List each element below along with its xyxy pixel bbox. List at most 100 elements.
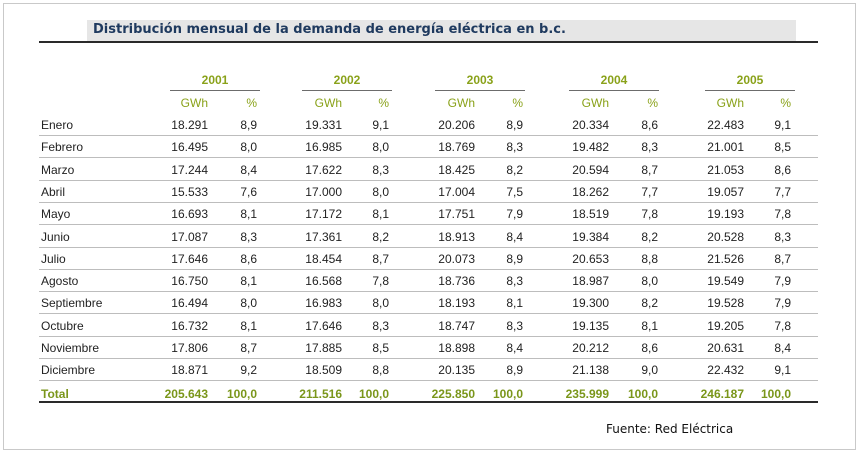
percent-cell: 8,0 [240, 140, 257, 155]
total-label: Total [41, 387, 69, 401]
percent-cell: 8,3 [240, 229, 257, 244]
percent-cell: 8,5 [774, 140, 791, 155]
gwh-cell: 18.747 [438, 318, 475, 333]
gwh-cell: 19.528 [707, 296, 744, 311]
gwh-cell: 20.334 [572, 118, 609, 132]
percent-cell: 8,0 [372, 140, 389, 155]
gwh-cell: 16.693 [171, 207, 208, 222]
percent-cell: 8,4 [506, 229, 523, 244]
gwh-cell: 20.073 [438, 251, 475, 266]
gwh-column-header: GWh [180, 96, 208, 110]
percent-cell: 8,0 [372, 296, 389, 311]
percent-cell: 8,8 [641, 251, 658, 266]
row-divider [39, 246, 818, 248]
percent-cell: 7,8 [774, 207, 791, 222]
gwh-cell: 18.425 [438, 162, 475, 177]
gwh-cell: 235.999 [565, 387, 609, 401]
gwh-cell: 17.646 [305, 318, 342, 333]
gwh-cell: 17.751 [438, 207, 475, 222]
month-label: Octubre [41, 318, 84, 333]
month-label: Enero [41, 118, 74, 132]
gwh-cell: 18.987 [572, 274, 609, 289]
percent-cell: 8,2 [372, 229, 389, 244]
year-header-rule [569, 90, 659, 91]
percent-cell: 8,6 [240, 251, 257, 266]
gwh-column-header: GWh [716, 96, 744, 110]
gwh-cell: 17.361 [305, 229, 342, 244]
percent-column-header: % [512, 96, 523, 110]
gwh-cell: 17.004 [438, 184, 475, 199]
gwh-cell: 211.516 [299, 387, 342, 401]
percent-cell: 8,3 [641, 140, 658, 155]
month-label: Febrero [41, 140, 84, 155]
source-note: Fuente: Red Eléctrica [606, 422, 734, 436]
percent-cell: 8,8 [372, 363, 389, 378]
gwh-cell: 18.898 [438, 341, 475, 355]
gwh-cell: 16.494 [171, 296, 208, 311]
percent-cell: 8,4 [240, 162, 257, 177]
year-header: 2005 [736, 73, 764, 87]
gwh-cell: 16.983 [305, 296, 342, 311]
percent-cell: 7,6 [240, 184, 257, 199]
gwh-cell: 17.087 [171, 229, 208, 244]
percent-cell: 7,8 [774, 318, 791, 333]
percent-cell: 7,9 [506, 207, 523, 222]
percent-cell: 8,4 [506, 341, 523, 355]
year-header: 2002 [333, 73, 361, 87]
gwh-cell: 16.495 [171, 140, 208, 155]
year-header-rule [435, 90, 525, 91]
month-label: Julio [41, 251, 66, 266]
year-header-rule [302, 90, 392, 91]
gwh-cell: 22.432 [707, 363, 744, 378]
row-divider [39, 291, 818, 293]
percent-cell: 7,8 [372, 274, 389, 289]
table-row: Abril 15.533 7,6 17.000 8,0 17.004 7,5 18.262 7,… [0, 183, 861, 205]
percent-cell: 8,1 [240, 318, 257, 333]
gwh-cell: 16.732 [171, 318, 208, 333]
gwh-cell: 21.526 [707, 251, 744, 266]
row-divider [39, 380, 818, 382]
percent-cell: 8,1 [240, 274, 257, 289]
gwh-cell: 19.384 [572, 229, 609, 244]
percent-cell: 8,2 [641, 229, 658, 244]
row-divider [39, 224, 818, 226]
percent-cell: 9,0 [641, 363, 658, 378]
gwh-cell: 17.646 [171, 251, 208, 266]
percent-cell: 8,9 [506, 118, 523, 132]
percent-cell: 7,7 [774, 184, 791, 199]
percent-cell: 8,9 [240, 118, 257, 132]
gwh-cell: 18.291 [171, 118, 208, 132]
percent-cell: 8,6 [641, 341, 658, 355]
percent-cell: 8,4 [774, 341, 791, 355]
year-header-rule [705, 90, 795, 91]
gwh-cell: 18.454 [305, 251, 342, 266]
percent-cell: 8,9 [506, 251, 523, 266]
gwh-column-header: GWh [447, 96, 475, 110]
table-row: Septiembre 16.494 8,0 16.983 8,0 18.193 8,1 19.… [0, 294, 861, 316]
gwh-cell: 20.653 [572, 251, 609, 266]
title-divider [39, 41, 818, 43]
percent-column-header: % [780, 96, 791, 110]
percent-column-header: % [647, 96, 658, 110]
gwh-cell: 18.769 [438, 140, 475, 155]
row-divider [39, 179, 818, 181]
table-row: Febrero 16.495 8,0 16.985 8,0 18.769 8,3 19.482… [0, 138, 861, 160]
percent-cell: 7,8 [641, 207, 658, 222]
gwh-cell: 20.631 [707, 341, 744, 355]
title-bar: Distribución mensual de la demanda de en… [87, 20, 796, 41]
table-row: Agosto 16.750 8,1 16.568 7,8 18.736 8,3 18.987 8… [0, 272, 861, 294]
year-header: 2003 [466, 73, 494, 87]
percent-cell: 8,6 [641, 118, 658, 132]
percent-cell: 8,1 [641, 318, 658, 333]
percent-cell: 100,0 [226, 387, 257, 401]
percent-cell: 8,0 [641, 274, 658, 289]
gwh-cell: 19.135 [572, 318, 609, 333]
gwh-cell: 21.138 [572, 363, 609, 378]
percent-cell: 8,1 [372, 207, 389, 222]
table-row: Diciembre 18.871 9,2 18.509 8,8 20.135 8,9 21.1… [0, 361, 861, 383]
page-title: Distribución mensual de la demanda de en… [93, 22, 566, 37]
percent-cell: 8,3 [506, 140, 523, 155]
table-frame [3, 3, 856, 450]
percent-cell: 9,1 [372, 118, 389, 132]
percent-cell: 9,1 [774, 363, 791, 378]
